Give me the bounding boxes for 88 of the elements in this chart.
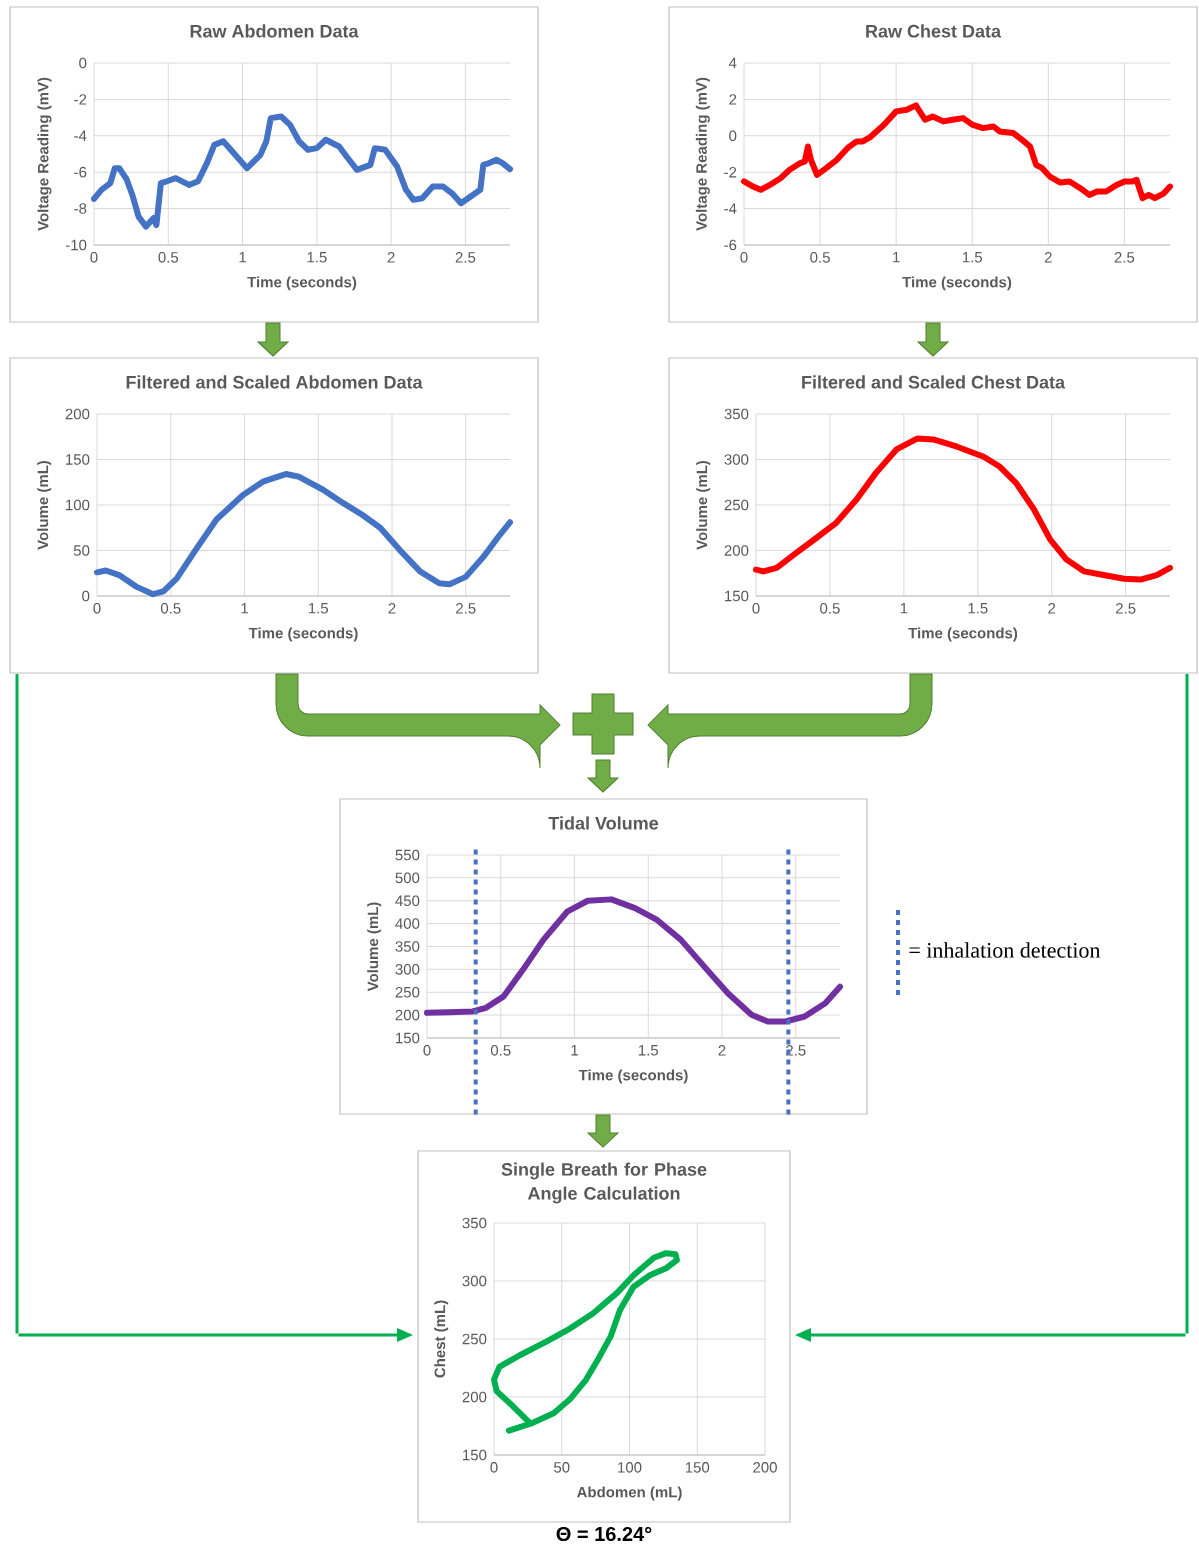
x-tick-label: 150 [685, 1462, 710, 1473]
x-tick-label: 1.5 [638, 1045, 659, 1056]
x-tick-label: 1.5 [307, 252, 327, 263]
x-tick-label: 1.5 [968, 603, 988, 614]
y-tick-label: 2 [729, 94, 737, 105]
x-axis-title: Time (seconds) [248, 627, 358, 642]
chart-title: Filtered and Scaled Chest Data [802, 375, 1066, 389]
y-tick-label: 250 [395, 986, 420, 998]
x-axis-title: Time (seconds) [247, 276, 357, 291]
text: Θ = 16.24° [556, 1526, 652, 1542]
y-tick-label: -10 [65, 239, 87, 251]
y-tick-label: 250 [462, 1333, 487, 1345]
x-tick-label: 1 [900, 603, 908, 614]
y-tick-label: -4 [74, 130, 87, 141]
y-tick-label: 300 [395, 964, 420, 975]
text: = inhalation detection [909, 942, 1101, 958]
x-tick-label: 2.5 [456, 603, 476, 614]
y-tick-label: 150 [66, 454, 90, 465]
x-tick-label: 100 [618, 1462, 642, 1473]
y-tick-label: 4 [728, 57, 737, 69]
x-tick-label: 1 [239, 252, 247, 263]
chart-title: Raw Abdomen Data [190, 24, 359, 38]
y-tick-label: 350 [395, 941, 420, 952]
y-tick-label: -4 [724, 203, 737, 214]
x-tick-label: 1 [893, 252, 900, 263]
chart-title: Single Breath for Phase Angle Calculation [501, 1162, 707, 1204]
y-tick-label: 150 [725, 590, 749, 602]
y-tick-label: 200 [462, 1391, 487, 1403]
y-tick-label: 150 [396, 1032, 420, 1044]
y-tick-label: 0 [79, 57, 87, 69]
y-tick-label: 300 [724, 454, 749, 465]
chart-title: Tidal Volume [548, 816, 659, 830]
y-axis-title: Volume (mL) [37, 460, 52, 550]
x-tick-label: 0 [423, 1045, 431, 1056]
x-tick-label: 2 [387, 252, 395, 263]
y-tick-label: 100 [66, 499, 90, 511]
x-axis-title: Time (seconds) [578, 1069, 688, 1084]
y-tick-label: 250 [724, 499, 749, 511]
y-tick-label: -2 [74, 94, 87, 105]
y-tick-label: 200 [65, 408, 90, 420]
x-axis-title: Time (seconds) [902, 276, 1012, 291]
x-tick-label: 200 [753, 1462, 777, 1473]
x-tick-label: 2.5 [455, 252, 476, 263]
y-tick-label: -2 [724, 166, 737, 178]
y-tick-label: -6 [74, 166, 87, 178]
x-tick-label: 2.5 [1115, 603, 1136, 614]
y-tick-label: 500 [395, 872, 420, 884]
x-tick-label: 50 [554, 1462, 570, 1473]
y-tick-label: 0 [729, 130, 737, 142]
y-axis-title: Volume (mL) [367, 902, 382, 992]
x-tick-label: 1 [241, 603, 248, 614]
x-tick-label: 2 [1048, 603, 1056, 614]
x-tick-label: 0 [490, 1462, 498, 1473]
x-tick-label: 0 [90, 252, 98, 263]
x-tick-label: 1 [571, 1045, 578, 1056]
x-tick-label: 0.5 [820, 603, 840, 614]
y-tick-label: 200 [395, 1009, 420, 1021]
y-tick-label: 300 [462, 1275, 487, 1287]
y-tick-label: 450 [395, 895, 420, 907]
x-axis-title: Time (seconds) [908, 627, 1018, 642]
y-tick-label: -8 [74, 203, 87, 214]
x-tick-label: 0.5 [158, 252, 179, 263]
chart-title: Raw Chest Data [866, 24, 1002, 38]
y-tick-label: 0 [82, 590, 90, 602]
x-tick-label: 2 [388, 603, 396, 614]
x-tick-label: 0.5 [810, 252, 830, 263]
x-tick-label: 2.5 [1114, 252, 1135, 263]
y-tick-label: 50 [73, 545, 90, 556]
x-tick-label: 0 [93, 603, 101, 614]
y-axis-title: Volume (mL) [696, 460, 711, 550]
y-tick-label: 550 [395, 849, 420, 861]
y-axis-title: Voltage Reading (mV) [37, 77, 52, 231]
y-tick-label: 350 [724, 408, 749, 420]
x-tick-label: 0.5 [490, 1045, 511, 1056]
x-tick-label: 1.5 [308, 603, 329, 614]
y-tick-label: 150 [463, 1449, 487, 1461]
y-tick-label: -6 [724, 239, 737, 251]
y-tick-label: 350 [462, 1217, 487, 1229]
y-tick-label: 400 [395, 918, 420, 929]
chart-title: Filtered and Scaled Abdomen Data [126, 375, 423, 389]
y-axis-title: Voltage Reading (mV) [695, 77, 710, 231]
y-tick-label: 200 [724, 545, 749, 556]
x-axis-title: Abdomen (mL) [576, 1486, 682, 1501]
y-axis-title: Chest (mL) [434, 1300, 449, 1378]
x-tick-label: 0.5 [160, 603, 181, 614]
x-tick-label: 2 [1044, 252, 1052, 263]
x-tick-label: 1.5 [962, 252, 983, 263]
x-tick-label: 0 [752, 603, 760, 614]
